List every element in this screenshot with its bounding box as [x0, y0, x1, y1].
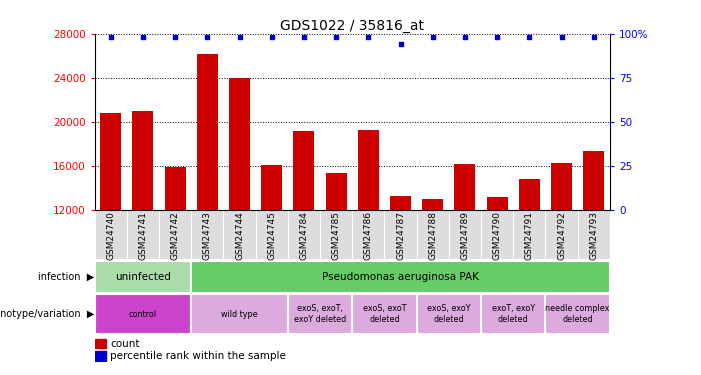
Bar — [288, 294, 353, 334]
Text: GSM24787: GSM24787 — [396, 211, 405, 261]
Point — [266, 34, 278, 40]
Bar — [191, 294, 288, 334]
Bar — [551, 163, 572, 210]
Bar — [481, 294, 545, 334]
Text: GSM24789: GSM24789 — [461, 211, 470, 261]
Bar — [191, 261, 610, 292]
Point — [299, 34, 310, 40]
Point — [524, 34, 535, 40]
Point — [331, 34, 342, 40]
Bar — [294, 131, 315, 210]
Text: GSM24740: GSM24740 — [107, 211, 115, 260]
Point — [459, 34, 470, 40]
Point — [556, 34, 567, 40]
Bar — [261, 165, 283, 210]
Text: GSM24745: GSM24745 — [267, 211, 276, 260]
Text: percentile rank within the sample: percentile rank within the sample — [110, 351, 286, 361]
Bar — [390, 196, 411, 210]
Text: infection  ▶: infection ▶ — [39, 272, 95, 282]
Text: exoS, exoT,
exoY deleted: exoS, exoT, exoY deleted — [294, 304, 346, 324]
Text: GSM24786: GSM24786 — [364, 211, 373, 261]
Bar — [326, 172, 346, 210]
Text: needle complex
deleted: needle complex deleted — [545, 304, 610, 324]
Bar — [583, 150, 604, 210]
Text: GSM24743: GSM24743 — [203, 211, 212, 260]
Text: GSM24744: GSM24744 — [235, 211, 244, 260]
Text: GSM24792: GSM24792 — [557, 211, 566, 260]
Bar — [95, 261, 191, 292]
Point — [105, 34, 116, 40]
Text: GSM24785: GSM24785 — [332, 211, 341, 261]
Text: control: control — [129, 309, 157, 318]
Bar — [95, 294, 191, 334]
Bar — [519, 179, 540, 210]
Point — [491, 34, 503, 40]
Text: exoS, exoT
deleted: exoS, exoT deleted — [362, 304, 406, 324]
Text: exoS, exoY
deleted: exoS, exoY deleted — [427, 304, 470, 324]
Point — [395, 41, 406, 47]
Point — [170, 34, 181, 40]
Bar — [165, 167, 186, 210]
Text: GSM24742: GSM24742 — [170, 211, 179, 260]
Text: exoT, exoY
deleted: exoT, exoY deleted — [491, 304, 535, 324]
Bar — [422, 199, 443, 210]
Bar — [100, 113, 121, 210]
Text: GSM24741: GSM24741 — [138, 211, 147, 260]
Point — [362, 34, 374, 40]
Text: GSM24784: GSM24784 — [299, 211, 308, 260]
Title: GDS1022 / 35816_at: GDS1022 / 35816_at — [280, 19, 424, 33]
Bar — [416, 294, 481, 334]
Bar — [197, 54, 218, 210]
Text: GSM24793: GSM24793 — [590, 211, 598, 261]
Bar — [132, 111, 154, 210]
Text: wild type: wild type — [222, 309, 258, 318]
Point — [202, 34, 213, 40]
Point — [137, 34, 149, 40]
Text: genotype/variation  ▶: genotype/variation ▶ — [0, 309, 95, 319]
Bar — [545, 294, 610, 334]
Bar — [358, 130, 379, 210]
Bar — [95, 351, 106, 361]
Bar — [486, 197, 508, 210]
Bar — [454, 164, 475, 210]
Bar — [353, 294, 416, 334]
Point — [588, 34, 599, 40]
Text: count: count — [110, 339, 139, 349]
Text: Pseudomonas aeruginosa PAK: Pseudomonas aeruginosa PAK — [322, 272, 479, 282]
Text: uninfected: uninfected — [115, 272, 171, 282]
Bar — [95, 339, 106, 348]
Bar — [229, 78, 250, 210]
Point — [427, 34, 438, 40]
Text: GSM24790: GSM24790 — [493, 211, 502, 261]
Text: GSM24791: GSM24791 — [525, 211, 534, 261]
Point — [234, 34, 245, 40]
Text: GSM24788: GSM24788 — [428, 211, 437, 261]
